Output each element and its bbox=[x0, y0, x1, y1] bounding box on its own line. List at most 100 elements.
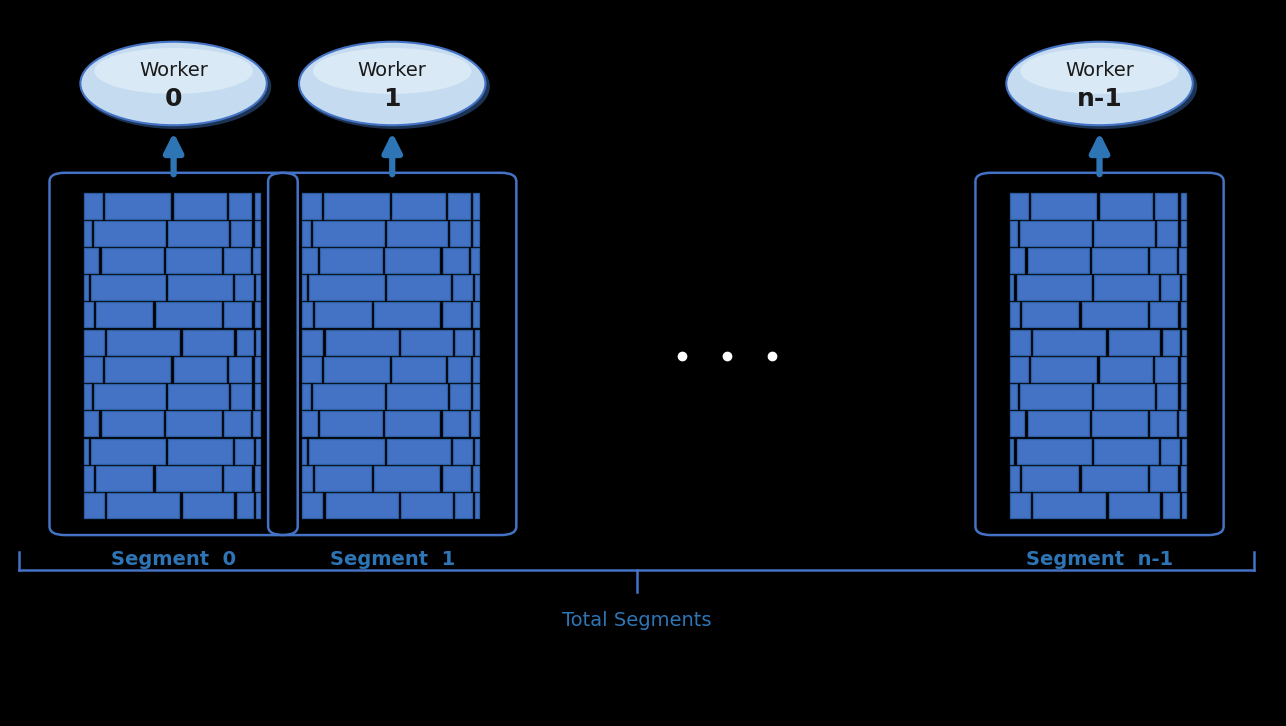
Text: Total Segments: Total Segments bbox=[562, 611, 711, 630]
FancyBboxPatch shape bbox=[1150, 466, 1178, 491]
FancyBboxPatch shape bbox=[1157, 384, 1178, 409]
FancyBboxPatch shape bbox=[302, 384, 310, 409]
FancyBboxPatch shape bbox=[387, 221, 446, 246]
FancyBboxPatch shape bbox=[448, 357, 469, 382]
FancyBboxPatch shape bbox=[166, 248, 221, 273]
Text: n-1: n-1 bbox=[1076, 87, 1123, 112]
Ellipse shape bbox=[81, 41, 267, 126]
FancyBboxPatch shape bbox=[442, 466, 469, 491]
FancyBboxPatch shape bbox=[1161, 275, 1179, 301]
FancyBboxPatch shape bbox=[1010, 221, 1017, 246]
FancyBboxPatch shape bbox=[1181, 357, 1186, 382]
FancyBboxPatch shape bbox=[84, 221, 91, 246]
FancyBboxPatch shape bbox=[1181, 466, 1186, 491]
FancyBboxPatch shape bbox=[401, 493, 451, 518]
Ellipse shape bbox=[300, 44, 490, 129]
FancyBboxPatch shape bbox=[1182, 330, 1186, 355]
FancyBboxPatch shape bbox=[229, 357, 252, 382]
FancyBboxPatch shape bbox=[1028, 411, 1089, 436]
FancyBboxPatch shape bbox=[84, 493, 104, 518]
FancyBboxPatch shape bbox=[324, 357, 388, 382]
FancyBboxPatch shape bbox=[315, 466, 370, 491]
FancyBboxPatch shape bbox=[315, 303, 370, 327]
FancyBboxPatch shape bbox=[105, 194, 170, 219]
FancyBboxPatch shape bbox=[1017, 439, 1091, 463]
FancyBboxPatch shape bbox=[1028, 248, 1089, 273]
FancyBboxPatch shape bbox=[454, 439, 472, 463]
FancyBboxPatch shape bbox=[224, 411, 249, 436]
FancyBboxPatch shape bbox=[374, 466, 440, 491]
FancyBboxPatch shape bbox=[325, 493, 399, 518]
FancyBboxPatch shape bbox=[1022, 466, 1078, 491]
FancyBboxPatch shape bbox=[1010, 194, 1028, 219]
FancyBboxPatch shape bbox=[1182, 493, 1186, 518]
FancyBboxPatch shape bbox=[168, 275, 231, 301]
FancyBboxPatch shape bbox=[1010, 493, 1030, 518]
FancyBboxPatch shape bbox=[1094, 221, 1154, 246]
FancyBboxPatch shape bbox=[231, 221, 252, 246]
Text: Worker: Worker bbox=[1065, 61, 1134, 80]
FancyBboxPatch shape bbox=[312, 384, 383, 409]
FancyBboxPatch shape bbox=[448, 194, 469, 219]
FancyBboxPatch shape bbox=[255, 194, 260, 219]
FancyBboxPatch shape bbox=[105, 357, 170, 382]
FancyBboxPatch shape bbox=[450, 221, 469, 246]
FancyBboxPatch shape bbox=[473, 221, 478, 246]
FancyBboxPatch shape bbox=[454, 275, 472, 301]
FancyBboxPatch shape bbox=[1182, 275, 1186, 301]
Ellipse shape bbox=[81, 44, 271, 129]
FancyBboxPatch shape bbox=[302, 411, 318, 436]
FancyBboxPatch shape bbox=[302, 493, 323, 518]
FancyBboxPatch shape bbox=[302, 248, 318, 273]
FancyBboxPatch shape bbox=[255, 357, 260, 382]
FancyBboxPatch shape bbox=[473, 466, 478, 491]
FancyBboxPatch shape bbox=[302, 330, 323, 355]
FancyBboxPatch shape bbox=[473, 303, 478, 327]
FancyBboxPatch shape bbox=[84, 248, 99, 273]
FancyBboxPatch shape bbox=[1010, 357, 1028, 382]
FancyBboxPatch shape bbox=[1100, 194, 1152, 219]
FancyBboxPatch shape bbox=[1181, 384, 1186, 409]
FancyBboxPatch shape bbox=[387, 439, 450, 463]
Ellipse shape bbox=[1006, 41, 1192, 126]
FancyBboxPatch shape bbox=[94, 384, 165, 409]
FancyBboxPatch shape bbox=[94, 221, 165, 246]
FancyBboxPatch shape bbox=[84, 194, 102, 219]
FancyBboxPatch shape bbox=[224, 303, 252, 327]
FancyBboxPatch shape bbox=[156, 466, 221, 491]
FancyBboxPatch shape bbox=[1020, 384, 1091, 409]
FancyBboxPatch shape bbox=[235, 275, 253, 301]
Text: 0: 0 bbox=[165, 87, 183, 112]
FancyBboxPatch shape bbox=[442, 411, 468, 436]
FancyBboxPatch shape bbox=[1094, 439, 1157, 463]
FancyBboxPatch shape bbox=[1031, 357, 1096, 382]
FancyBboxPatch shape bbox=[1150, 411, 1175, 436]
FancyBboxPatch shape bbox=[1020, 221, 1091, 246]
FancyBboxPatch shape bbox=[475, 439, 478, 463]
FancyBboxPatch shape bbox=[302, 466, 311, 491]
FancyBboxPatch shape bbox=[320, 411, 382, 436]
Ellipse shape bbox=[1020, 48, 1179, 94]
Text: Worker: Worker bbox=[358, 61, 427, 80]
FancyBboxPatch shape bbox=[475, 330, 478, 355]
FancyBboxPatch shape bbox=[302, 194, 320, 219]
FancyBboxPatch shape bbox=[256, 330, 260, 355]
FancyBboxPatch shape bbox=[473, 194, 478, 219]
FancyBboxPatch shape bbox=[84, 275, 87, 301]
FancyBboxPatch shape bbox=[1094, 384, 1154, 409]
FancyBboxPatch shape bbox=[107, 493, 180, 518]
FancyBboxPatch shape bbox=[385, 411, 440, 436]
FancyBboxPatch shape bbox=[255, 466, 260, 491]
FancyBboxPatch shape bbox=[84, 466, 93, 491]
FancyBboxPatch shape bbox=[91, 275, 165, 301]
FancyBboxPatch shape bbox=[174, 357, 226, 382]
Ellipse shape bbox=[298, 41, 486, 126]
FancyBboxPatch shape bbox=[1157, 221, 1178, 246]
FancyBboxPatch shape bbox=[231, 384, 252, 409]
FancyBboxPatch shape bbox=[472, 248, 478, 273]
FancyBboxPatch shape bbox=[84, 330, 104, 355]
FancyBboxPatch shape bbox=[473, 384, 478, 409]
FancyBboxPatch shape bbox=[387, 275, 450, 301]
FancyBboxPatch shape bbox=[107, 330, 180, 355]
FancyBboxPatch shape bbox=[84, 411, 99, 436]
